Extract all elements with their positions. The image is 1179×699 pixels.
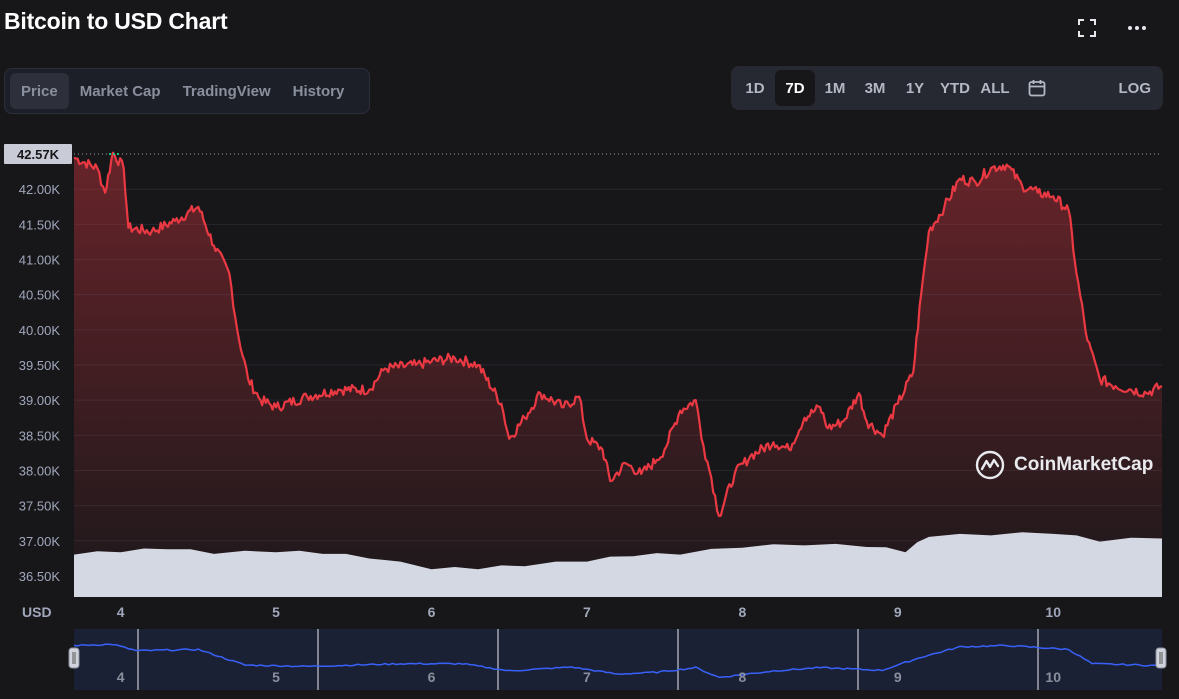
navigator-line [73, 643, 1163, 679]
range-all-button[interactable]: ALL [980, 79, 1010, 97]
x-tick-label: 7 [583, 604, 591, 620]
coinmarketcap-logo-icon [975, 450, 1005, 480]
navigator-x-tick-label: 10 [1045, 669, 1061, 685]
current-price-label: 42.57K [17, 147, 60, 162]
watermark: CoinMarketCap [975, 450, 1153, 480]
y-tick-label: 37.50K [19, 499, 61, 514]
calendar-icon[interactable] [1015, 70, 1059, 106]
y-tick-label: 41.00K [19, 253, 61, 268]
log-scale-button[interactable]: LOG [1118, 79, 1152, 97]
price-area-fill [74, 152, 1162, 597]
navigator-x-tick-label: 6 [428, 669, 436, 685]
y-tick-label: 40.00K [19, 323, 61, 338]
chart-toolbar [1075, 14, 1149, 42]
navigator-x-tick-label: 7 [583, 669, 591, 685]
navigator-left-handle[interactable] [68, 647, 80, 669]
range-7d-button[interactable]: 7D [775, 70, 815, 106]
volume-area [74, 532, 1162, 597]
range-ytd-button[interactable]: YTD [940, 79, 970, 97]
x-tick-label: 4 [117, 604, 125, 620]
x-tick-label: 5 [272, 604, 280, 620]
y-tick-label: 38.00K [19, 463, 61, 478]
time-range-selector: 1D 7D 1M 3M 1Y YTD ALL LOG [731, 66, 1163, 110]
navigator-x-tick-label: 5 [272, 669, 280, 685]
navigator-right-handle[interactable] [1155, 647, 1167, 669]
navigator-x-tick-label: 8 [738, 669, 746, 685]
current-price-marker: 42.57K [4, 144, 1162, 164]
y-tick-label: 38.50K [19, 428, 61, 443]
current-price-tag [4, 144, 72, 164]
y-axis: 36.50K 37.00K 37.50K 38.00K 38.50K 39.00K 39.5… [19, 182, 61, 584]
x-tick-label: 6 [428, 604, 436, 620]
watermark-text: CoinMarketCap [1014, 454, 1154, 475]
currency-label: USD [22, 604, 52, 620]
range-1d-button[interactable]: 1D [745, 79, 765, 97]
volume-bars [74, 532, 1162, 597]
y-tick-label: 41.50K [19, 217, 61, 232]
page-title: Bitcoin to USD Chart [4, 8, 228, 34]
range-1m-button[interactable]: 1M [824, 79, 846, 97]
navigator-x-tick-label: 9 [894, 669, 902, 685]
range-navigator[interactable]: 4 5 6 7 8 9 10 [68, 629, 1167, 690]
more-options-icon[interactable] [1125, 14, 1149, 42]
tab-tradingview[interactable]: TradingView [182, 82, 271, 100]
navigator-x-tick-label: 4 [117, 669, 125, 685]
y-tick-label: 37.00K [19, 534, 61, 549]
y-tick-label: 39.50K [19, 358, 61, 373]
x-tick-label: 8 [738, 604, 746, 620]
y-tick-label: 40.50K [19, 288, 61, 303]
fullscreen-icon[interactable] [1075, 14, 1099, 42]
chart-type-tabs: Price Market Cap TradingView History [4, 68, 370, 114]
range-3m-button[interactable]: 3M [864, 79, 886, 97]
x-axis: 4 5 6 7 8 9 10 [117, 604, 1061, 620]
y-tick-label: 36.50K [19, 569, 61, 584]
range-1y-button[interactable]: 1Y [905, 79, 925, 97]
x-tick-label: 10 [1045, 604, 1061, 620]
tab-market-cap[interactable]: Market Cap [79, 82, 161, 100]
price-area [74, 152, 1162, 597]
tab-history[interactable]: History [292, 82, 345, 100]
y-tick-label: 42.00K [19, 182, 61, 197]
y-tick-label: 39.00K [19, 393, 61, 408]
price-line [73, 151, 1163, 518]
price-series [73, 151, 1163, 518]
x-tick-label: 9 [894, 604, 902, 620]
navigator-background [74, 629, 1162, 690]
tab-price[interactable]: Price [10, 73, 69, 109]
